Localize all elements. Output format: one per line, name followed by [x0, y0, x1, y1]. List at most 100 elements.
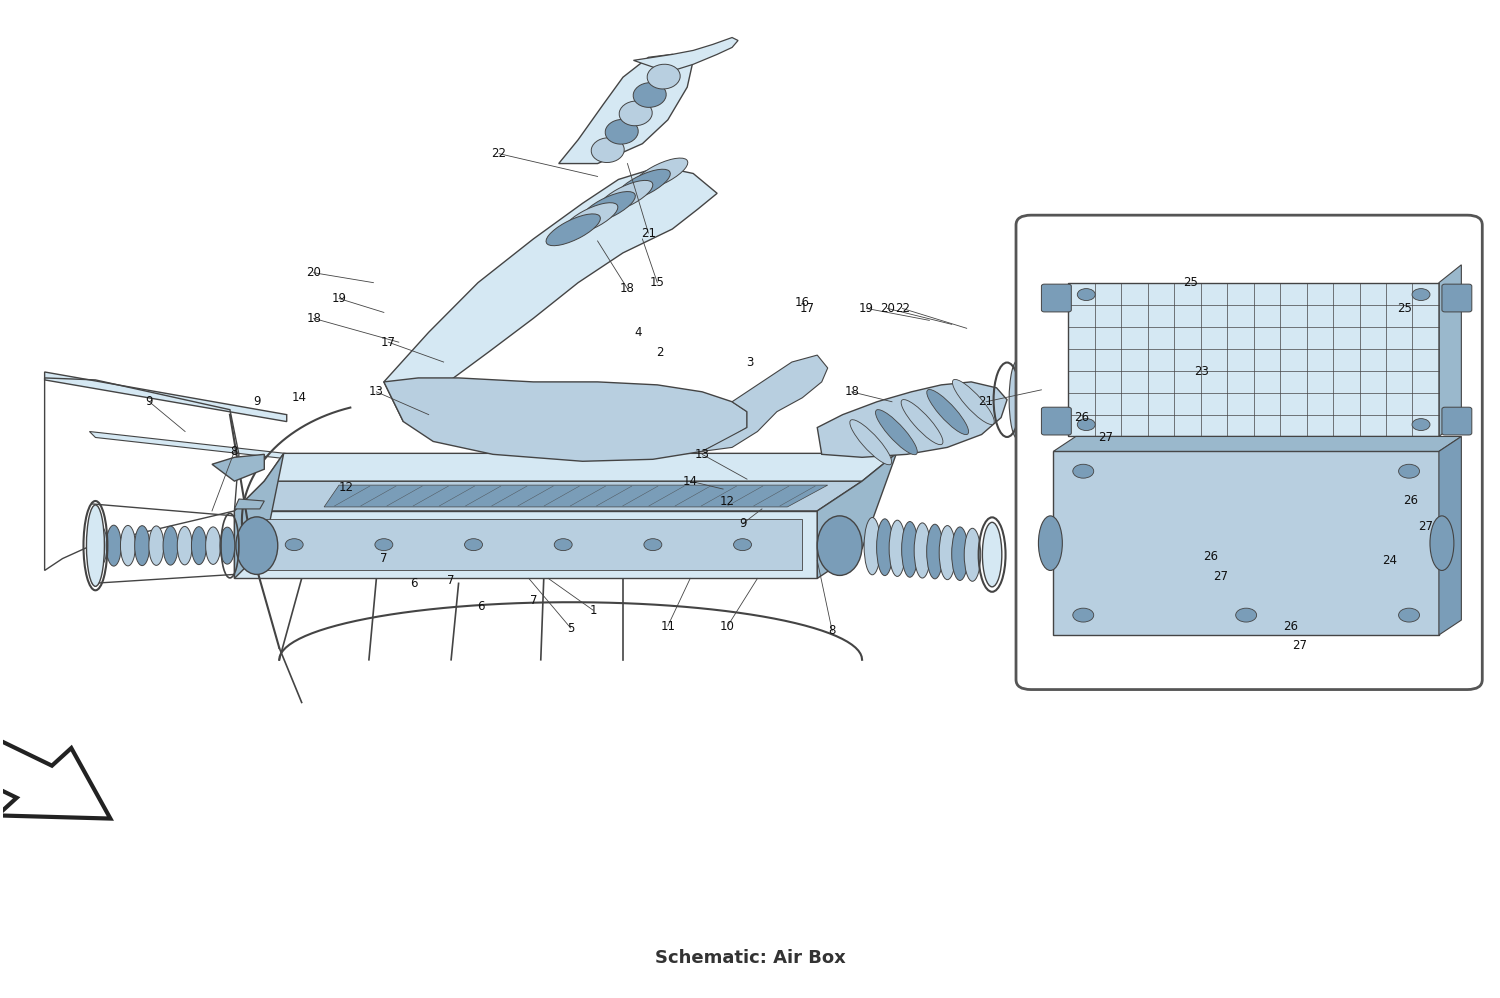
Ellipse shape [206, 527, 220, 565]
Text: 8: 8 [828, 625, 836, 638]
Polygon shape [1053, 436, 1461, 451]
Polygon shape [324, 485, 828, 507]
Polygon shape [90, 431, 772, 513]
Text: 24: 24 [1382, 554, 1396, 567]
FancyBboxPatch shape [1442, 284, 1472, 312]
Ellipse shape [1070, 358, 1088, 435]
Ellipse shape [591, 138, 624, 163]
Polygon shape [234, 499, 264, 509]
Text: 22: 22 [492, 147, 507, 160]
Circle shape [734, 539, 752, 551]
FancyBboxPatch shape [1442, 407, 1472, 435]
Text: 4: 4 [634, 325, 642, 338]
Polygon shape [818, 453, 897, 579]
Text: 10: 10 [720, 620, 735, 633]
Ellipse shape [546, 214, 600, 246]
Text: 7: 7 [530, 594, 537, 607]
Ellipse shape [964, 528, 981, 581]
Ellipse shape [633, 83, 666, 108]
Ellipse shape [1034, 359, 1052, 437]
Polygon shape [1172, 352, 1228, 447]
Text: 9: 9 [254, 395, 261, 408]
Ellipse shape [864, 518, 880, 575]
Text: 27: 27 [1293, 640, 1308, 653]
Ellipse shape [850, 420, 891, 465]
Ellipse shape [646, 64, 680, 89]
Polygon shape [234, 453, 284, 579]
Ellipse shape [1082, 358, 1100, 434]
Ellipse shape [902, 522, 918, 577]
Circle shape [1072, 464, 1094, 478]
Text: 8: 8 [231, 445, 238, 458]
Ellipse shape [164, 526, 178, 565]
FancyBboxPatch shape [1041, 284, 1071, 312]
Text: 21: 21 [640, 227, 656, 240]
Ellipse shape [902, 399, 944, 445]
Polygon shape [633, 38, 738, 72]
Polygon shape [1228, 352, 1365, 447]
Ellipse shape [192, 527, 207, 565]
Ellipse shape [927, 389, 969, 434]
Text: 3: 3 [747, 355, 753, 368]
Polygon shape [264, 453, 897, 481]
Text: 17: 17 [381, 335, 396, 348]
Text: Schematic: Air Box: Schematic: Air Box [654, 948, 846, 966]
Text: 25: 25 [1396, 302, 1411, 315]
Polygon shape [558, 54, 693, 164]
Text: 13: 13 [694, 448, 709, 461]
Text: 16: 16 [795, 296, 810, 309]
Text: 26: 26 [1074, 411, 1089, 424]
Ellipse shape [1010, 360, 1028, 439]
Text: 26: 26 [1402, 494, 1417, 508]
Circle shape [1398, 608, 1419, 622]
Ellipse shape [951, 527, 968, 581]
Ellipse shape [564, 203, 618, 235]
FancyBboxPatch shape [1016, 216, 1482, 690]
Ellipse shape [120, 525, 135, 566]
Ellipse shape [952, 379, 994, 424]
Polygon shape [384, 167, 717, 421]
Circle shape [1077, 418, 1095, 430]
Ellipse shape [616, 170, 670, 201]
Text: 1: 1 [590, 604, 597, 617]
Ellipse shape [620, 101, 652, 126]
FancyBboxPatch shape [1041, 407, 1071, 435]
Polygon shape [234, 511, 818, 579]
Ellipse shape [982, 522, 1002, 587]
Ellipse shape [1107, 357, 1125, 432]
Text: 14: 14 [291, 391, 306, 404]
Text: 7: 7 [447, 574, 454, 587]
Ellipse shape [818, 516, 862, 576]
Polygon shape [1068, 282, 1438, 436]
Circle shape [1072, 608, 1094, 622]
Ellipse shape [1058, 359, 1076, 436]
Ellipse shape [633, 158, 688, 190]
Text: 18: 18 [306, 312, 321, 325]
Text: 15: 15 [650, 276, 664, 289]
Text: 27: 27 [1098, 431, 1113, 444]
Text: 25: 25 [1184, 276, 1198, 289]
Ellipse shape [914, 523, 930, 578]
Ellipse shape [927, 524, 944, 579]
Ellipse shape [236, 517, 278, 575]
Ellipse shape [135, 526, 150, 566]
Circle shape [554, 539, 572, 551]
Ellipse shape [876, 409, 918, 455]
Circle shape [285, 539, 303, 551]
Text: 27: 27 [1214, 570, 1228, 583]
Text: 18: 18 [620, 282, 634, 295]
Polygon shape [264, 519, 803, 571]
Ellipse shape [580, 192, 636, 224]
Ellipse shape [1046, 359, 1064, 437]
Ellipse shape [106, 525, 122, 566]
Circle shape [1398, 464, 1419, 478]
Text: 27: 27 [1418, 520, 1432, 533]
Ellipse shape [177, 526, 192, 565]
Ellipse shape [604, 120, 638, 144]
Text: 20: 20 [880, 302, 896, 315]
Text: 22: 22 [896, 302, 910, 315]
Circle shape [375, 539, 393, 551]
Text: 19: 19 [332, 292, 346, 305]
Polygon shape [0, 741, 111, 818]
Text: 2: 2 [657, 345, 664, 358]
